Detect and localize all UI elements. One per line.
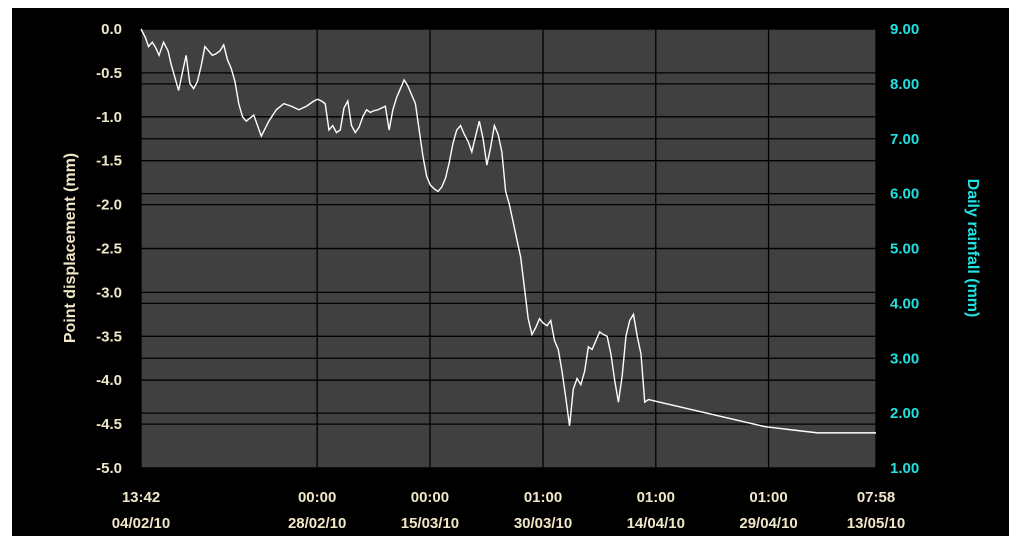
y-tick-label: -3.5 — [96, 328, 122, 345]
x-tick-time: 01:00 — [749, 489, 787, 506]
y2-axis-title: Daily rainfall (mm) — [964, 179, 981, 318]
y-axis-title: Point displacement (mm) — [62, 153, 79, 343]
x-tick-time: 07:58 — [857, 489, 895, 506]
y-tick-label: -5.0 — [96, 460, 122, 477]
x-tick-date: 29/04/10 — [739, 515, 797, 532]
y-tick-label: 0.0 — [101, 21, 122, 38]
x-tick-date: 15/03/10 — [401, 515, 459, 532]
chart-frame: 0.0 -0.5 -1.0 -1.5 -2.0 -2.5 -3.0 -3.5 -4.0 -4.5 -… — [12, 8, 1009, 536]
grid-lines — [140, 28, 877, 469]
y2-tick-label: 1.00 — [890, 460, 919, 477]
x-tick-date: 28/02/10 — [288, 515, 346, 532]
y-tick-label: -0.5 — [96, 65, 122, 82]
y2-tick-label: 2.00 — [890, 405, 919, 422]
y2-tick-label: 9.00 — [890, 21, 919, 38]
chart-svg: 0.0 -0.5 -1.0 -1.5 -2.0 -2.5 -3.0 -3.5 -4.0 -4.5 -… — [62, 21, 981, 532]
left-axis-ticks: 0.0 -0.5 -1.0 -1.5 -2.0 -2.5 -3.0 -3.5 -4.0 -4.5 -… — [96, 21, 122, 477]
right-axis-ticks: 9.00 8.00 7.00 6.00 5.00 4.00 3.00 2.00 1.00 — [890, 21, 919, 477]
x-tick-time: 00:00 — [411, 489, 449, 506]
x-tick-date: 13/05/10 — [847, 515, 905, 532]
y2-tick-label: 6.00 — [890, 186, 919, 203]
y2-tick-label: 4.00 — [890, 295, 919, 312]
x-tick-time: 00:00 — [298, 489, 336, 506]
x-tick-date: 30/03/10 — [514, 515, 572, 532]
displacement-series-line — [140, 28, 876, 434]
y-tick-label: -1.5 — [96, 153, 122, 170]
x-tick-time: 01:00 — [524, 489, 562, 506]
y2-tick-label: 5.00 — [890, 241, 919, 258]
y-tick-label: -3.0 — [96, 284, 122, 301]
y-tick-label: -1.0 — [96, 109, 122, 126]
y2-tick-label: 7.00 — [890, 131, 919, 148]
y-tick-label: -4.5 — [96, 416, 122, 433]
x-tick-date: 14/04/10 — [627, 515, 685, 532]
y2-tick-label: 3.00 — [890, 350, 919, 367]
x-tick-time: 01:00 — [637, 489, 675, 506]
x-tick-time: 13:42 — [122, 489, 160, 506]
x-axis-ticks: 13:42 04/02/10 00:00 28/02/10 00:00 15/03/10 0… — [112, 489, 905, 532]
x-tick-date: 04/02/10 — [112, 515, 170, 532]
y2-tick-label: 8.00 — [890, 76, 919, 93]
y-tick-label: -2.5 — [96, 241, 122, 258]
y-tick-label: -2.0 — [96, 197, 122, 214]
y-tick-label: -4.0 — [96, 372, 122, 389]
